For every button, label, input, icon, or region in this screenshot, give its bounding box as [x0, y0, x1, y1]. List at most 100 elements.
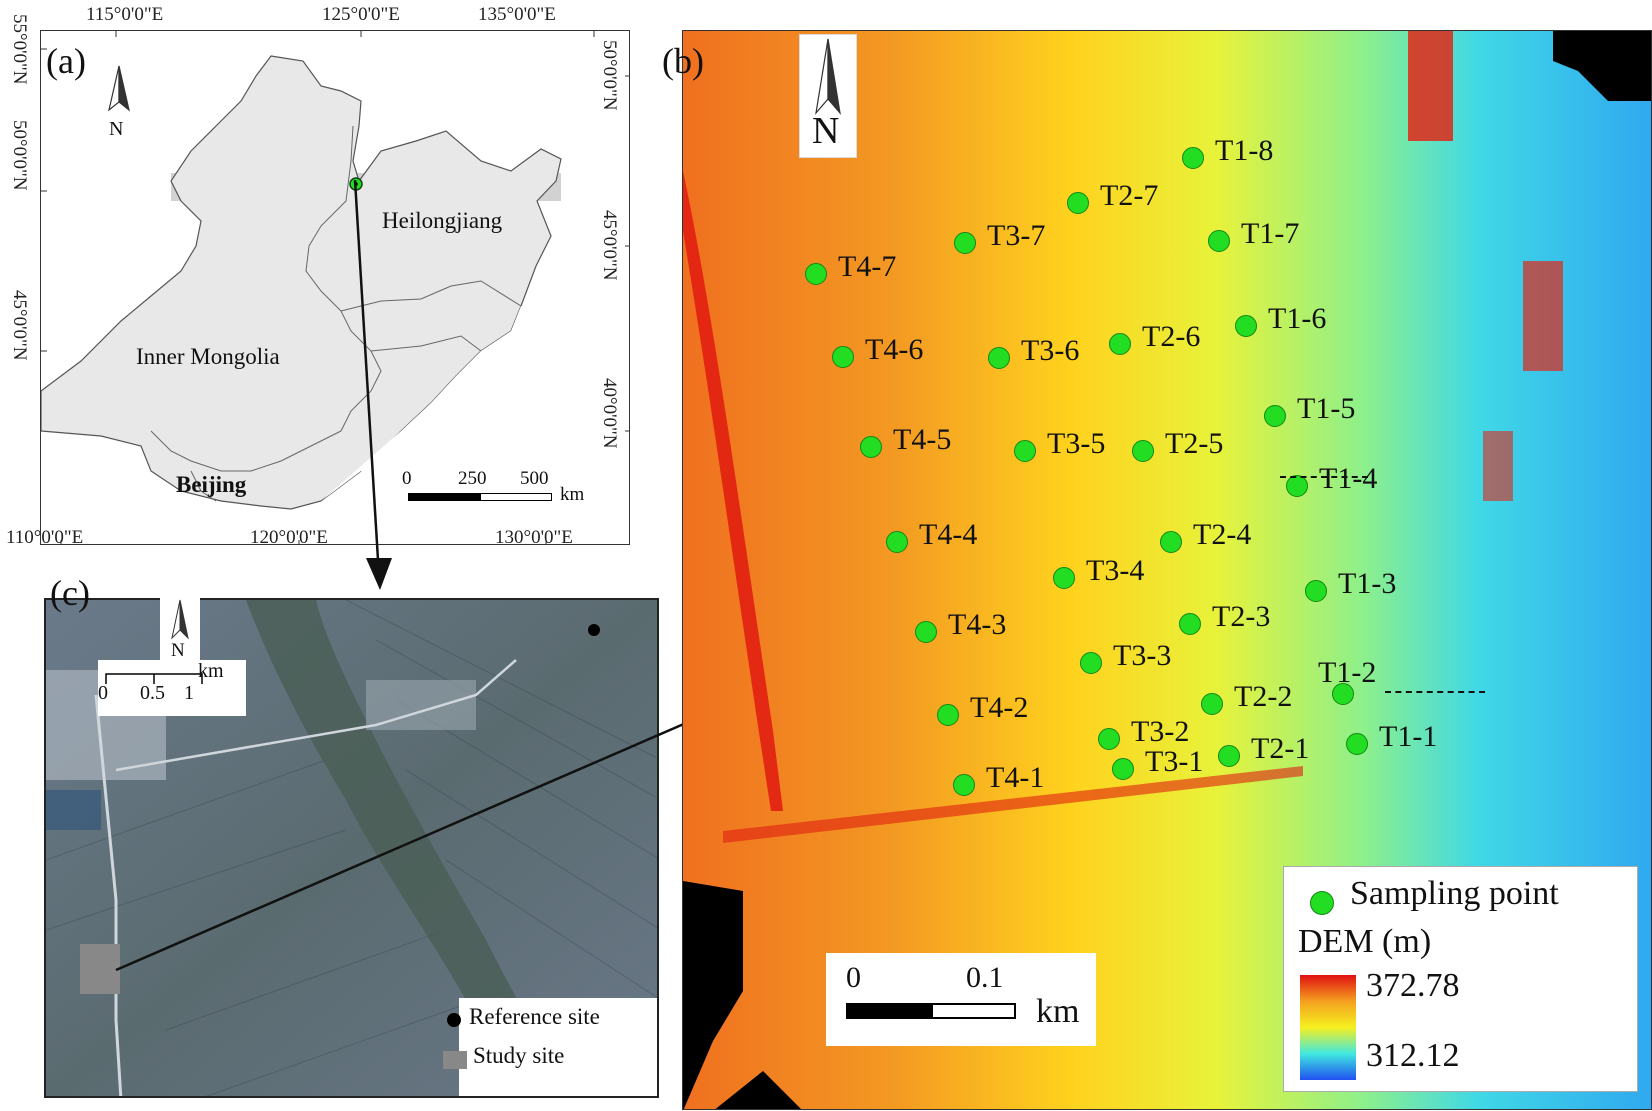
- legend-b: Sampling point DEM (m) 372.78 312.12: [1283, 866, 1638, 1092]
- sampling-point-label: T3-2: [1131, 715, 1190, 748]
- dashed-line-t1-4: [1280, 476, 1368, 478]
- scale-b-tick-0: 0: [846, 961, 861, 994]
- sampling-point-label: T1-7: [1241, 217, 1300, 250]
- sampling-point-marker: [1332, 683, 1354, 705]
- sampling-point-marker: [1179, 613, 1201, 635]
- sampling-point-marker: [1160, 531, 1182, 553]
- sampling-point-label: T1-3: [1338, 567, 1397, 600]
- sampling-point-marker: [832, 346, 854, 368]
- heilongjiang-jilin-boundary: [340, 280, 522, 312]
- sampling-point-marker: [1264, 405, 1286, 427]
- sampling-point-label: T4-3: [948, 608, 1007, 641]
- sampling-point-marker: [1182, 147, 1204, 169]
- legend-c: Reference site Study site: [443, 998, 657, 1096]
- sampling-point-legend-label: Sampling point: [1350, 875, 1559, 912]
- lon-label-top-2: 125°0'0"E: [322, 4, 400, 25]
- sampling-point-marker: [1346, 733, 1368, 755]
- sampling-point-marker: [1201, 693, 1223, 715]
- study-site-area: [80, 944, 120, 994]
- sampling-point-marker: [1053, 567, 1075, 589]
- sampling-point-marker: [1235, 315, 1257, 337]
- sampling-point-label: T1-8: [1215, 134, 1274, 167]
- sampling-point-marker: [1305, 580, 1327, 602]
- beijing-boundary: [190, 470, 217, 502]
- sea-area: [321, 306, 629, 544]
- panel-a-land-svg: [41, 31, 629, 544]
- lat-label-right-1: 50°0'0"N: [599, 40, 620, 111]
- sampling-point-label: T1-6: [1268, 302, 1327, 335]
- sampling-point-label: T4-2: [970, 691, 1029, 724]
- jilin-liaoning-boundary: [370, 335, 482, 352]
- lat-label-left-3: 45°0'0"N: [9, 290, 30, 361]
- sampling-point-label: T1-4: [1319, 462, 1378, 495]
- reference-site-legend-icon: [447, 1013, 461, 1027]
- sampling-point-label: T2-4: [1193, 518, 1252, 551]
- north-label-a: N: [109, 118, 124, 140]
- scale-box-b: 0 0.1 km: [826, 953, 1096, 1046]
- heilongjiang-label: Heilongjiang: [382, 208, 503, 233]
- sampling-point-marker: [860, 436, 882, 458]
- scale-c-tick-1: 1: [184, 682, 194, 704]
- lat-label-left-2: 50°0'0"N: [9, 120, 30, 191]
- sampling-point-label: T3-1: [1145, 745, 1204, 778]
- sampling-point-label: T2-2: [1234, 680, 1293, 713]
- sampling-point-marker: [1080, 652, 1102, 674]
- lon-label-top-1: 115°0'0"E: [86, 4, 164, 25]
- scale-a-tick-0: 0: [402, 468, 412, 489]
- study-site-legend-icon: [443, 1051, 467, 1069]
- sampling-point-label: T2-7: [1100, 179, 1159, 212]
- sampling-point-legend-icon: [1310, 891, 1334, 915]
- sampling-point-marker: [1109, 333, 1131, 355]
- sampling-point-marker: [1286, 475, 1308, 497]
- lon-label-bottom-2: 120°0'0"E: [250, 527, 328, 548]
- beijing-label: Beijing: [176, 472, 247, 497]
- scale-a-bar-black: [408, 493, 480, 501]
- sampling-point-marker: [954, 232, 976, 254]
- lat-label-left-1: 55°0'0"N: [9, 14, 30, 85]
- dashed-line-t1-2: [1385, 691, 1485, 693]
- lon-label-bottom-1: 110°0'0"E: [6, 527, 84, 548]
- lon-label-bottom-3: 130°0'0"E: [495, 527, 573, 548]
- scale-b-tick-0-1: 0.1: [966, 961, 1004, 994]
- sampling-point-label: T2-6: [1142, 320, 1201, 353]
- panel-a-map: [40, 30, 630, 545]
- scale-c-tick-0-5: 0.5: [140, 682, 165, 704]
- reference-site-marker: [588, 624, 600, 636]
- scale-c-tick-0: 0: [98, 682, 108, 704]
- north-label-b: N: [812, 110, 840, 152]
- sampling-point-label: T1-1: [1379, 720, 1438, 753]
- sampling-point-label: T4-5: [893, 423, 952, 456]
- sampling-point-label: T4-4: [919, 518, 978, 551]
- sampling-point-marker: [1098, 728, 1120, 750]
- north-arrow-icon-c: [171, 599, 189, 640]
- sampling-point-label: T4-7: [838, 250, 897, 283]
- sampling-point-label: T2-3: [1212, 600, 1271, 633]
- scale-a-unit: km: [560, 484, 585, 505]
- sampling-point-label: T2-1: [1251, 732, 1310, 765]
- scale-a-tick-250: 250: [458, 468, 487, 489]
- scale-box-c: 0 0.5 1 km: [98, 660, 246, 716]
- north-arrow-box-c: N: [160, 598, 200, 664]
- sampling-point-marker: [937, 704, 959, 726]
- sampling-point-label: T2-5: [1165, 427, 1224, 460]
- sampling-point-marker: [915, 621, 937, 643]
- north-label-c: N: [171, 640, 185, 661]
- dem-min-label: 312.12: [1366, 1037, 1460, 1074]
- inner-mongolia-label: Inner Mongolia: [136, 344, 280, 369]
- lat-label-right-2: 45°0'0"N: [599, 210, 620, 281]
- sampling-point-marker: [988, 347, 1010, 369]
- study-site-legend-label: Study site: [473, 1043, 565, 1068]
- sampling-point-label: T1-5: [1297, 392, 1356, 425]
- sampling-point-marker: [1112, 758, 1134, 780]
- panel-a-border-ticks: [41, 31, 629, 544]
- reference-site-legend-label: Reference site: [469, 1004, 600, 1029]
- scale-c-bar: [105, 673, 203, 684]
- scale-c-unit: km: [198, 660, 224, 682]
- lat-label-right-3: 40°0'0"N: [599, 378, 620, 449]
- sampling-point-marker: [953, 774, 975, 796]
- north-arrow-icon-b: [815, 38, 841, 116]
- sampling-point-label: T3-7: [987, 219, 1046, 252]
- sampling-point-label: T3-6: [1021, 334, 1080, 367]
- sampling-point-label: T3-4: [1086, 554, 1145, 587]
- scale-b-unit: km: [1036, 993, 1080, 1030]
